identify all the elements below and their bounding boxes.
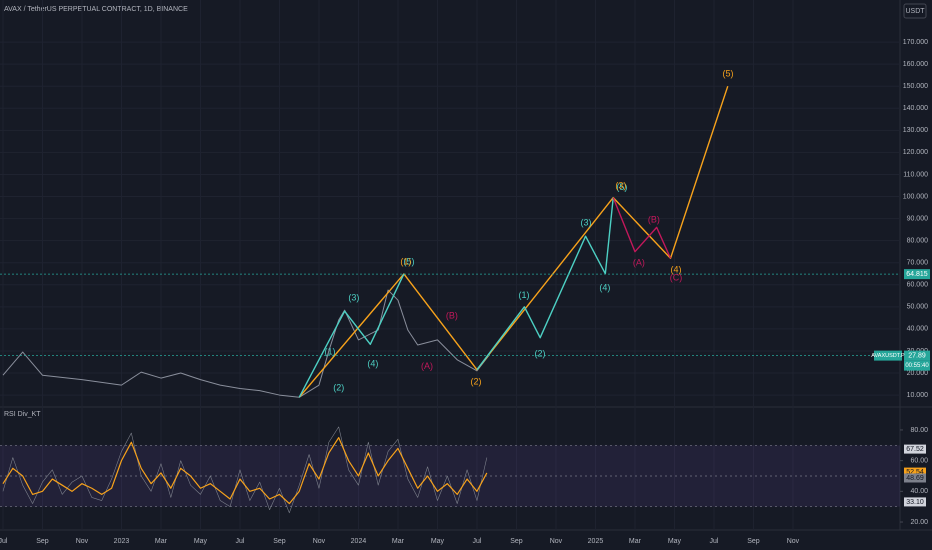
wave-label: (A) (421, 361, 433, 371)
rsi-tag (904, 444, 926, 454)
wave-label: (3) (348, 292, 359, 302)
wave-label: (5) (616, 182, 627, 192)
countdown-tag (904, 360, 930, 371)
x-tick-label: Nov (76, 538, 89, 545)
symbol-tag-label: AVAXUSDT.P (871, 353, 905, 359)
x-tick-label: Nov (550, 538, 563, 545)
x-tick-label: May (431, 538, 445, 545)
x-tick-label: Jul (0, 538, 8, 545)
price-tag-label: 27.89 (908, 352, 926, 359)
wave-label: (C) (670, 273, 683, 283)
price-line (612, 197, 672, 259)
price-tag-label: 64.815 (906, 271, 928, 278)
x-tick-label: Sep (36, 538, 49, 545)
price-tag (904, 350, 930, 361)
x-tick-label: Jul (709, 538, 718, 545)
wave-label: (2) (333, 382, 344, 392)
symbol-tag (874, 350, 902, 361)
x-tick-label: Sep (273, 538, 286, 545)
rsi-tag-label: 52.54 (906, 469, 924, 476)
countdown: 00:55:40 (905, 363, 929, 369)
wave-label: (A) (633, 258, 645, 268)
y-tick-label: 80.000 (907, 237, 929, 244)
x-tick-label: Mar (392, 538, 405, 545)
rsi-tick-label: 80.00 (910, 427, 928, 434)
x-tick-label: Nov (787, 538, 800, 545)
rsi-tag-label: 67.52 (906, 446, 924, 453)
y-tick-label: 110.000 (903, 171, 928, 178)
x-tick-label: May (668, 538, 682, 545)
y-tick-label: 10.000 (907, 392, 929, 399)
y-tick-label: 150.000 (903, 83, 928, 90)
price-line (2, 289, 490, 398)
rsi-tag (904, 467, 926, 477)
x-tick-label: 2025 (588, 538, 604, 545)
y-tick-label: 60.000 (907, 282, 929, 289)
wave-label: (B) (648, 214, 660, 224)
y-tick-label: 20.000 (907, 370, 929, 377)
y-tick-label: 40.000 (907, 326, 929, 333)
y-tick-label: 160.000 (903, 61, 928, 68)
rsi-line (2, 437, 488, 505)
x-tick-label: Jul (472, 538, 481, 545)
wave-label: (1) (518, 290, 529, 300)
wave-label: (3) (580, 217, 591, 227)
rsi-tag-label: 33.10 (906, 499, 924, 506)
rsi-tick-label: 20.00 (910, 519, 928, 526)
y-tick-label: 100.000 (903, 193, 928, 200)
chart-title: AVAX / TetherUS PERPETUAL CONTRACT, 1D, … (4, 6, 188, 13)
x-tick-label: Mar (629, 538, 642, 545)
x-tick-label: May (194, 538, 208, 545)
price-line (298, 85, 729, 398)
wave-label: (4) (599, 282, 610, 292)
rsi-tag (904, 497, 926, 507)
x-tick-label: Jul (235, 538, 244, 545)
price-tag (904, 269, 930, 280)
y-tick-label: 140.000 (903, 105, 928, 112)
y-tick-label: 70.000 (907, 260, 929, 267)
x-tick-label: Sep (510, 538, 523, 545)
wave-label: (5) (404, 256, 415, 266)
rsi-tick-label: 40.00 (910, 488, 928, 495)
wave-label: (4) (671, 264, 682, 274)
x-tick-label: Mar (155, 538, 168, 545)
x-tick-label: 2023 (114, 538, 130, 545)
x-tick-label: 2024 (351, 538, 367, 545)
wave-label: (4) (367, 359, 378, 369)
x-tick-label: Sep (747, 538, 760, 545)
price-line (476, 197, 614, 371)
wave-label: (3) (615, 181, 626, 191)
y-tick-label: 90.000 (907, 215, 929, 222)
y-tick-label: 170.000 (903, 39, 928, 46)
rsi-title: RSI Div_KT (4, 411, 41, 418)
rsi-tick-label: 60.00 (910, 457, 928, 464)
x-tick-label: Nov (313, 538, 326, 545)
y-tick-label: 130.000 (903, 127, 928, 134)
currency-box[interactable] (903, 3, 927, 19)
price-line (298, 273, 405, 398)
wave-label: (1) (325, 346, 336, 356)
wave-label: (B) (446, 310, 458, 320)
y-tick-label: 120.000 (903, 149, 928, 156)
y-tick-label: 50.000 (907, 304, 929, 311)
rsi-tag-label: 48.69 (906, 475, 924, 482)
wave-label: (2) (470, 376, 481, 386)
wave-label: (1) (400, 256, 411, 266)
currency[interactable]: USDT (905, 8, 925, 15)
wave-label: (5) (722, 68, 733, 78)
rsi-tag (904, 473, 926, 483)
wave-label: (2) (534, 348, 545, 358)
